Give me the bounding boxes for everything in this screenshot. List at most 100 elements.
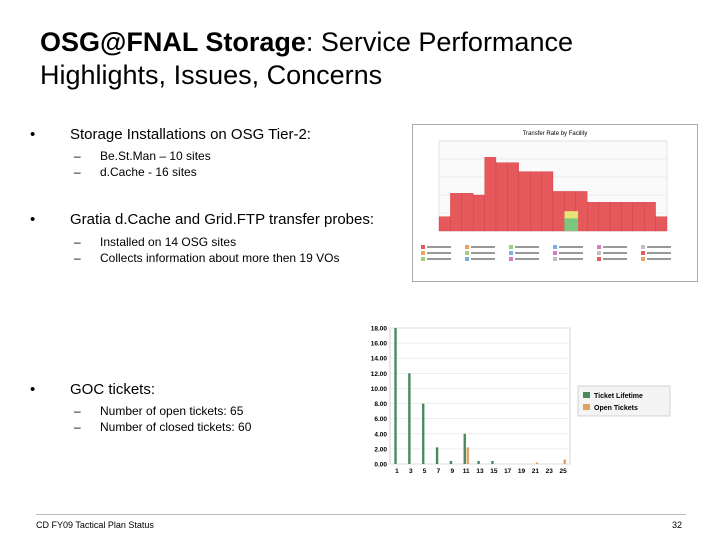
transfer-bar [609,202,622,232]
legend-label [647,246,671,248]
x-tick-label: 17 [504,468,512,475]
x-tick-label: 11 [463,468,470,475]
legend-label [427,252,451,254]
legend-box [577,385,671,417]
legend-label [471,246,495,248]
legend-swatch [553,245,557,249]
legend-label [427,258,451,260]
legend-swatch [641,245,645,249]
legend-swatch [421,257,425,261]
legend-swatch [509,251,513,255]
legend-label [559,258,583,260]
transfer-bar [632,202,645,232]
footer-divider [36,514,686,515]
legend-label [559,246,583,248]
open-bar [466,447,469,464]
y-tick-label: 14.00 [371,356,388,363]
legend-swatch [465,251,469,255]
legend-swatch [465,257,469,261]
legend-swatch [509,245,513,249]
lifetime-bar [422,403,425,464]
legend-swatch [597,257,601,261]
x-tick-label: 3 [409,468,413,475]
transfer-bar [461,193,474,232]
x-tick-label: 9 [450,468,454,475]
transfer-bar [621,202,633,232]
slide-title-bold: OSG@FNAL Storage [40,27,306,57]
x-tick-label: 1 [395,468,399,475]
transfer-bar [518,171,531,232]
transfer-bar [587,202,599,232]
transfer-bar [484,157,497,232]
lifetime-bar [477,460,480,464]
y-tick-label: 8.00 [374,401,387,408]
bullet-text: GOC tickets: [70,381,156,398]
legend-swatch [421,251,425,255]
dash: – [74,165,81,179]
x-tick-label: 19 [518,468,526,475]
x-tick-label: 7 [437,468,441,475]
x-tick-label: 15 [490,468,498,475]
lifetime-bar [408,373,411,464]
legend-swatch [465,245,469,249]
legend-label [603,252,627,254]
dash: – [74,404,81,418]
legend-label [515,258,539,260]
lifetime-bar [394,328,397,464]
legend-label: Ticket Lifetime [594,393,643,400]
legend-label [427,246,451,248]
legend-label [471,252,495,254]
lifetime-bar [449,460,453,464]
y-tick-label: 18.00 [371,326,388,333]
y-tick-label: 6.00 [374,416,387,423]
dash: – [74,251,81,265]
transfer-bar [598,202,611,232]
bullet-dot: • [30,211,36,228]
legend-swatch [641,251,645,255]
y-tick-label: 16.00 [371,341,388,348]
transfer-bar [541,171,554,232]
page-number: 32 [672,520,683,530]
legend-swatch [421,245,425,249]
open-bar [535,462,539,464]
y-tick-label: 0.00 [374,462,387,469]
sub-text: Collects information about more then 19 … [100,251,340,265]
y-tick-label: 2.00 [374,446,387,453]
y-tick-label: 10.00 [371,386,388,393]
transfer-bar [450,193,462,232]
dash: – [74,149,81,163]
bullet-dot: • [30,126,36,143]
lifetime-bar [435,447,439,464]
dash: – [74,235,81,249]
plot-area [389,327,571,465]
sub-text: Installed on 14 OSG sites [100,235,237,249]
bullet-text: Storage Installations on OSG Tier-2: [70,126,311,143]
legend-swatch [583,404,590,410]
legend-label [515,252,539,254]
footer-label: CD FY09 Tactical Plan Status [36,520,154,530]
transfer-rate-svg: Transfer Rate by Facility [421,131,671,261]
open-bar [563,459,566,464]
sub-text: d.Cache - 16 sites [100,165,197,179]
legend-label: Open Tickets [594,405,638,412]
legend-swatch [583,392,590,398]
dash: – [74,420,81,434]
legend-swatch [509,257,513,261]
x-tick-label: 21 [532,468,540,475]
transfer-bar-other [564,218,579,231]
transfer-bar [473,194,485,232]
legend-label [603,246,627,248]
legend-swatch [553,257,557,261]
transfer-bar [644,202,656,232]
x-tick-label: 23 [546,468,554,475]
legend-label [603,258,627,260]
slide-title-rest: : Service Performance Highlights, Issues… [40,27,573,90]
sub-text: Number of closed tickets: 60 [100,420,252,434]
legend-swatch [553,251,557,255]
x-tick-label: 25 [559,468,567,475]
bullet-dot: • [30,381,36,398]
sub-text: Be.St.Man – 10 sites [100,149,211,163]
legend-label [559,252,583,254]
legend-swatch [597,245,601,249]
transfer-bar [655,216,668,232]
